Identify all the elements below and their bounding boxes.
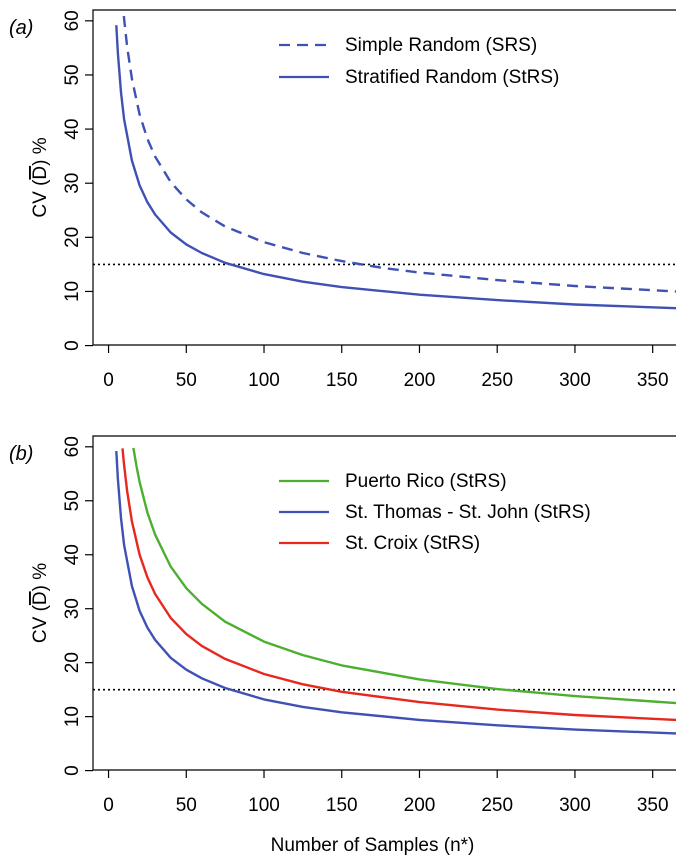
legend-label: St. Croix (StRS) — [345, 533, 480, 554]
x-tick-label: 200 — [404, 795, 436, 816]
y-axis-title: CV (D) % — [30, 137, 51, 217]
legend-label: Puerto Rico (StRS) — [345, 471, 507, 492]
x-tick-label: 150 — [326, 795, 358, 816]
legend-label: Stratified Random (StRS) — [345, 67, 559, 88]
y-tick-label: 60 — [62, 10, 83, 31]
y-tick-label: 20 — [62, 652, 83, 673]
y-tick-label: 60 — [62, 436, 83, 457]
y-axis-title-suffix: ) % — [30, 137, 51, 166]
y-tick-label: 0 — [62, 340, 83, 351]
x-tick-label: 200 — [404, 370, 436, 391]
series-line-2 — [115, 451, 676, 735]
y-axis-title-suffix: ) % — [30, 563, 51, 592]
y-axis-title-symbol: D — [30, 166, 51, 180]
y-tick-label: 40 — [62, 119, 83, 140]
plot-frame — [92, 435, 676, 771]
x-tick-label: 50 — [176, 370, 197, 391]
x-tick-label: 350 — [637, 795, 669, 816]
x-tick-label: 300 — [559, 370, 591, 391]
legend: Simple Random (SRS) Stratified Random (St… — [279, 35, 559, 88]
x-tick-label: 300 — [559, 795, 591, 816]
x-tick-label: 0 — [103, 795, 114, 816]
x-tick-label: 150 — [326, 370, 358, 391]
y-axis-title-symbol: D — [30, 591, 51, 605]
y-tick-label: 10 — [62, 281, 83, 302]
x-axis-title: Number of Samples (n*) — [271, 835, 475, 856]
legend: Puerto Rico (StRS) St. Thomas - St. John … — [279, 471, 591, 554]
y-tick-label: 50 — [62, 490, 83, 511]
x-tick-label: 350 — [637, 370, 669, 391]
plot-frame — [92, 9, 676, 346]
chart-panel-a: 0 10 20 30 40 50 60 0 50 100 150 200 250 300 350 (a) CV … — [9, 9, 676, 391]
y-tick-label: 20 — [62, 227, 83, 248]
legend-label: St. Thomas - St. John (StRS) — [345, 502, 591, 523]
x-tick-label: 50 — [176, 795, 197, 816]
x-tick-label: 100 — [248, 795, 280, 816]
y-tick-label: 30 — [62, 173, 83, 194]
x-tick-label: 0 — [103, 370, 114, 391]
series-line-3 — [121, 448, 676, 722]
x-tick-label: 250 — [481, 795, 513, 816]
y-axis-title-prefix: CV ( — [30, 604, 51, 643]
panel-label: (b) — [9, 443, 33, 465]
y-tick-label: 40 — [62, 544, 83, 565]
series-line-1 — [132, 447, 676, 705]
panel-label: (a) — [9, 17, 33, 39]
y-tick-label: 30 — [62, 598, 83, 619]
x-tick-label: 100 — [248, 370, 280, 391]
y-tick-label: 10 — [62, 706, 83, 727]
y-tick-label: 50 — [62, 64, 83, 85]
y-axis-title-prefix: CV ( — [30, 179, 51, 218]
x-tick-label: 250 — [481, 370, 513, 391]
series-line-1 — [122, 10, 676, 293]
series-line-2 — [115, 25, 676, 310]
legend-label: Simple Random (SRS) — [345, 35, 537, 56]
y-tick-label: 0 — [62, 765, 83, 776]
chart-panel-b: 0 10 20 30 40 50 60 0 50 100 150 200 250 300 350 (b) CV … — [9, 435, 676, 856]
y-axis-title: CV (D) % — [30, 563, 51, 643]
